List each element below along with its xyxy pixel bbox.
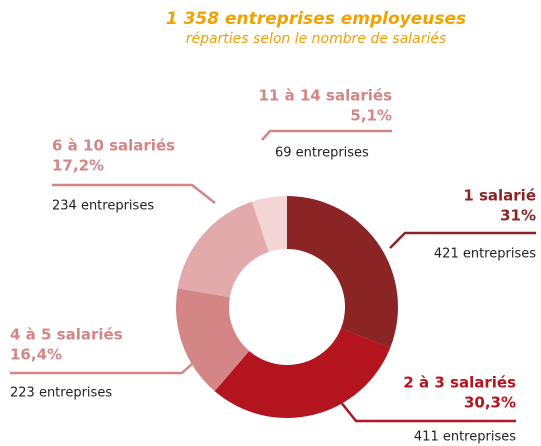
chart-title: 1 358 entreprises employeuses bbox=[166, 9, 466, 29]
count-label: 223 entreprises bbox=[10, 386, 112, 401]
donut-segment bbox=[214, 328, 391, 419]
donut-segment bbox=[287, 196, 398, 348]
value-label: 31% bbox=[500, 207, 536, 225]
category-label: 1 salarié bbox=[463, 187, 536, 205]
category-label: 11 à 14 salariés bbox=[259, 87, 393, 105]
value-label: 17,2% bbox=[52, 157, 104, 175]
donut-segment bbox=[252, 196, 287, 252]
leader-line bbox=[52, 183, 216, 204]
value-label: 30,3% bbox=[464, 394, 516, 412]
leader-line bbox=[261, 129, 392, 141]
leader-line bbox=[335, 395, 516, 423]
category-label: 6 à 10 salariés bbox=[52, 137, 175, 155]
donut-segment bbox=[177, 201, 269, 298]
leader-line bbox=[10, 351, 206, 375]
value-label: 5,1% bbox=[350, 107, 392, 125]
category-label: 2 à 3 salariés bbox=[403, 374, 516, 392]
category-label: 4 à 5 salariés bbox=[10, 326, 123, 344]
count-label: 69 entreprises bbox=[275, 146, 369, 161]
value-label: 16,4% bbox=[10, 346, 62, 364]
count-label: 421 entreprises bbox=[434, 247, 536, 262]
count-label: 234 entreprises bbox=[52, 199, 154, 214]
donut-segment bbox=[176, 288, 250, 392]
leader-line bbox=[389, 231, 536, 249]
count-label: 411 entreprises bbox=[414, 430, 516, 445]
chart-subtitle: réparties selon le nombre de salariés bbox=[186, 31, 447, 47]
